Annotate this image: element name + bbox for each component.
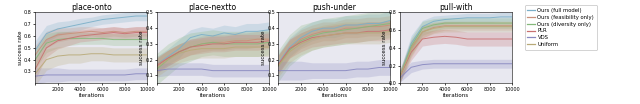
Title: place-nextto: place-nextto — [189, 3, 237, 12]
Y-axis label: success rate: success rate — [382, 31, 387, 65]
Title: place-onto: place-onto — [71, 3, 111, 12]
X-axis label: iterations: iterations — [321, 93, 348, 98]
Y-axis label: success rate: success rate — [139, 31, 144, 65]
Title: push-under: push-under — [312, 3, 356, 12]
X-axis label: iterations: iterations — [443, 93, 469, 98]
Y-axis label: success rate: success rate — [260, 31, 266, 65]
Y-axis label: success rate: success rate — [17, 31, 22, 65]
Legend: Ours (full model), Ours (feasibility only), Ours (diversity only), PLR, VDS, Uni: Ours (full model), Ours (feasibility onl… — [525, 5, 597, 50]
X-axis label: iterations: iterations — [200, 93, 226, 98]
X-axis label: iterations: iterations — [78, 93, 104, 98]
Title: pull-with: pull-with — [439, 3, 473, 12]
